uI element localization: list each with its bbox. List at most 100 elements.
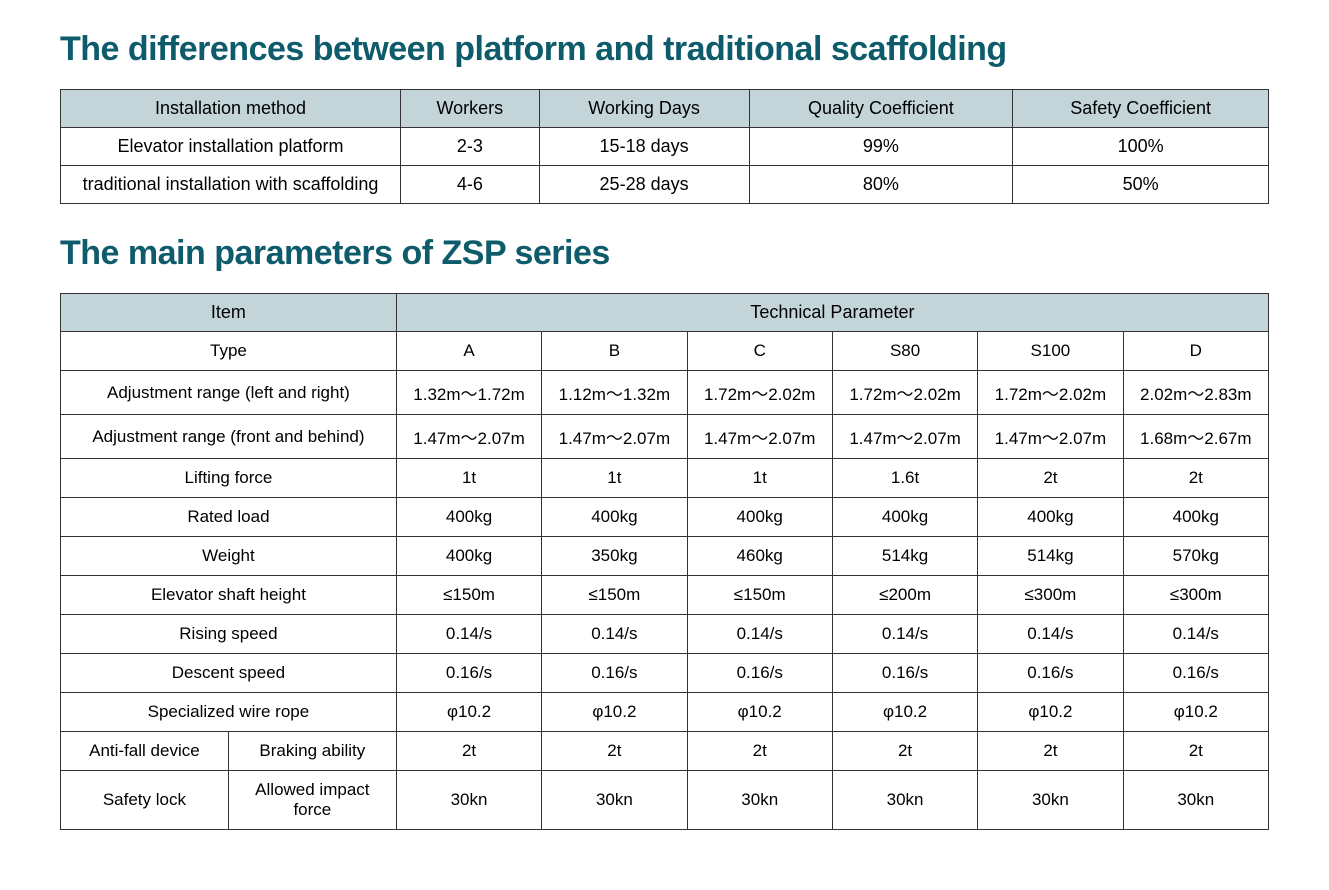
value-cell: 1.72m～2.02m: [687, 371, 832, 415]
value-cell: 514kg: [832, 537, 977, 576]
value-cell: 350kg: [542, 537, 687, 576]
table-row: Safety lockAllowed impact force30kn30kn3…: [61, 771, 1269, 830]
value-cell: 1.47m～2.07m: [687, 415, 832, 459]
cell: 25-28 days: [539, 166, 749, 204]
value-cell: φ10.2: [396, 693, 541, 732]
cell: 15-18 days: [539, 128, 749, 166]
value-cell: ≤300m: [1123, 576, 1268, 615]
value-cell: 1t: [687, 459, 832, 498]
value-cell: 514kg: [978, 537, 1123, 576]
value-cell: 1t: [396, 459, 541, 498]
value-cell: 30kn: [832, 771, 977, 830]
table-row: Anti-fall deviceBraking ability2t2t2t2t2…: [61, 732, 1269, 771]
table-row: Adjustment range (front and behind)1.47m…: [61, 415, 1269, 459]
item-cell: Type: [61, 332, 397, 371]
value-cell: 0.16/s: [978, 654, 1123, 693]
cell: 100%: [1013, 128, 1269, 166]
table-row: TypeABCS80S100D: [61, 332, 1269, 371]
value-cell: 2t: [396, 732, 541, 771]
cell: 99%: [749, 128, 1013, 166]
value-cell: 1.47m～2.07m: [978, 415, 1123, 459]
value-cell: 30kn: [542, 771, 687, 830]
item-cell: Elevator shaft height: [61, 576, 397, 615]
table-row: Weight400kg350kg460kg514kg514kg570kg: [61, 537, 1269, 576]
heading-1: The differences between platform and tra…: [60, 30, 1269, 69]
value-cell: 1.47m～2.07m: [396, 415, 541, 459]
value-cell: 1.12m～1.32m: [542, 371, 687, 415]
value-cell: S80: [832, 332, 977, 371]
value-cell: 400kg: [832, 498, 977, 537]
value-cell: 0.14/s: [832, 615, 977, 654]
sub-item-cell: Allowed impact force: [228, 771, 396, 830]
value-cell: 2t: [1123, 459, 1268, 498]
value-cell: 400kg: [542, 498, 687, 537]
table-row: Descent speed0.16/s0.16/s0.16/s0.16/s0.1…: [61, 654, 1269, 693]
value-cell: 1.6t: [832, 459, 977, 498]
item-cell: Specialized wire rope: [61, 693, 397, 732]
value-cell: ≤150m: [687, 576, 832, 615]
item-cell: Rated load: [61, 498, 397, 537]
value-cell: 2.02m～2.83m: [1123, 371, 1268, 415]
value-cell: 0.14/s: [1123, 615, 1268, 654]
value-cell: 2t: [542, 732, 687, 771]
value-cell: 0.16/s: [396, 654, 541, 693]
value-cell: φ10.2: [687, 693, 832, 732]
value-cell: A: [396, 332, 541, 371]
value-cell: ≤150m: [396, 576, 541, 615]
cell: 2-3: [401, 128, 540, 166]
value-cell: 1.68m～2.67m: [1123, 415, 1268, 459]
cell: Elevator installation platform: [61, 128, 401, 166]
value-cell: 1.47m～2.07m: [542, 415, 687, 459]
col-header: Safety Coefficient: [1013, 90, 1269, 128]
value-cell: C: [687, 332, 832, 371]
value-cell: 0.14/s: [396, 615, 541, 654]
item-cell: Lifting force: [61, 459, 397, 498]
value-cell: ≤150m: [542, 576, 687, 615]
item-cell: Anti-fall device: [61, 732, 229, 771]
value-cell: φ10.2: [978, 693, 1123, 732]
value-cell: 400kg: [396, 498, 541, 537]
value-cell: φ10.2: [542, 693, 687, 732]
heading-2: The main parameters of ZSP series: [60, 234, 1269, 273]
item-cell: Weight: [61, 537, 397, 576]
value-cell: 30kn: [396, 771, 541, 830]
col-header: Installation method: [61, 90, 401, 128]
value-cell: 1.32m～1.72m: [396, 371, 541, 415]
value-cell: 2t: [1123, 732, 1268, 771]
value-cell: 460kg: [687, 537, 832, 576]
sub-item-cell: Braking ability: [228, 732, 396, 771]
value-cell: ≤300m: [978, 576, 1123, 615]
value-cell: 0.14/s: [687, 615, 832, 654]
value-cell: 2t: [978, 459, 1123, 498]
item-cell: Adjustment range (left and right): [61, 371, 397, 415]
value-cell: φ10.2: [1123, 693, 1268, 732]
value-cell: 30kn: [1123, 771, 1268, 830]
table-header-row: Installation method Workers Working Days…: [61, 90, 1269, 128]
value-cell: φ10.2: [832, 693, 977, 732]
value-cell: 2t: [687, 732, 832, 771]
value-cell: 570kg: [1123, 537, 1268, 576]
cell: 4-6: [401, 166, 540, 204]
table-row: traditional installation with scaffoldin…: [61, 166, 1269, 204]
table-row: Rising speed0.14/s0.14/s0.14/s0.14/s0.14…: [61, 615, 1269, 654]
table-row: Specialized wire ropeφ10.2φ10.2φ10.2φ10.…: [61, 693, 1269, 732]
value-cell: 0.14/s: [542, 615, 687, 654]
table-row: Adjustment range (left and right)1.32m～1…: [61, 371, 1269, 415]
value-cell: 1.72m～2.02m: [978, 371, 1123, 415]
value-cell: ≤200m: [832, 576, 977, 615]
col-header: Quality Coefficient: [749, 90, 1013, 128]
value-cell: 1t: [542, 459, 687, 498]
table-row: Rated load400kg400kg400kg400kg400kg400kg: [61, 498, 1269, 537]
table-row: Lifting force1t1t1t1.6t2t2t: [61, 459, 1269, 498]
value-cell: 2t: [832, 732, 977, 771]
col-header: Workers: [401, 90, 540, 128]
value-cell: 30kn: [687, 771, 832, 830]
table-header-row: Item Technical Parameter: [61, 294, 1269, 332]
value-cell: 0.16/s: [687, 654, 832, 693]
cell: traditional installation with scaffoldin…: [61, 166, 401, 204]
value-cell: S100: [978, 332, 1123, 371]
col-header: Working Days: [539, 90, 749, 128]
value-cell: 30kn: [978, 771, 1123, 830]
col-header-item: Item: [61, 294, 397, 332]
cell: 80%: [749, 166, 1013, 204]
